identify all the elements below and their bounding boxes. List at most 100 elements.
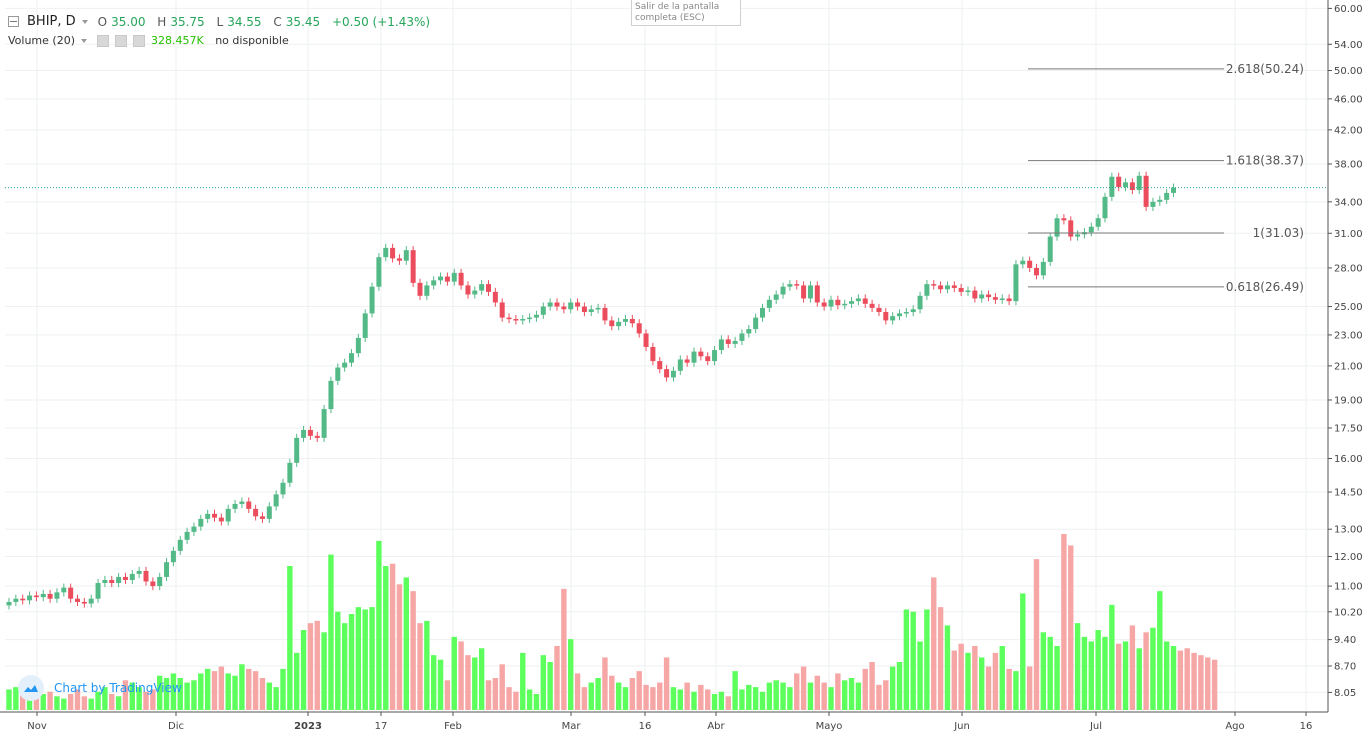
candle-body	[581, 306, 587, 313]
chevron-down-icon[interactable]	[81, 38, 87, 43]
candle-body	[527, 317, 533, 320]
price-tick-label: 9.40	[1334, 635, 1356, 646]
collapse-legend-icon[interactable]	[8, 16, 19, 27]
volume-bar	[670, 687, 677, 710]
candle-body	[465, 285, 471, 295]
volume-bar	[896, 662, 903, 710]
volume-bar	[862, 668, 868, 710]
volume-bar	[485, 680, 492, 710]
volume-bar	[369, 607, 375, 710]
candle-body	[170, 550, 176, 563]
fibonacci-extension[interactable]: 2.618(50.24) 1.618(38.37) 1(31.03) 0.618(26…	[1028, 62, 1304, 294]
volume-bar	[26, 696, 33, 710]
candle-body	[1129, 182, 1135, 191]
candlesticks	[6, 171, 1176, 610]
volume-bar	[424, 620, 430, 710]
fib-level-label: 1(31.03)	[1253, 226, 1304, 240]
candle-body	[725, 339, 731, 344]
change-value: +0.50 (+1.43%)	[331, 14, 431, 29]
volume-bar	[985, 666, 992, 710]
volume-bar	[396, 584, 403, 710]
price-axis[interactable]: 60.00 54.00 50.00 46.00 42.00 38.00 34.00 31.00…	[1327, 0, 1365, 741]
volume-bar	[965, 652, 971, 710]
volume-bar	[807, 682, 814, 710]
volume-bar	[314, 620, 320, 710]
candle-body	[1034, 267, 1039, 276]
candle-body	[938, 285, 944, 290]
volume-bar	[1040, 632, 1047, 710]
candle-body	[424, 285, 430, 296]
volume-study-label[interactable]: Volume (20)	[8, 34, 75, 47]
volume-bar	[472, 657, 478, 710]
close-icon[interactable]	[133, 34, 145, 47]
price-tick-label: 50.00	[1334, 66, 1363, 77]
volume-bar	[643, 684, 649, 710]
candle-body	[13, 598, 19, 602]
candle-body	[472, 290, 478, 295]
open-label: O	[97, 14, 108, 29]
candle-body	[328, 380, 334, 410]
candle-body	[376, 257, 382, 287]
volume-bar	[431, 655, 437, 710]
time-axis[interactable]: Nov Dic 2023 17 Feb Mar 16 Abr Mayo Jun Jul Ago 16	[0, 711, 1328, 732]
candle-body	[897, 313, 902, 317]
candle-body	[835, 299, 841, 306]
candle-body	[910, 309, 916, 313]
tradingview-branding[interactable]: Chart by TradingView	[18, 675, 182, 701]
candle-body	[486, 284, 491, 292]
volume-bar	[383, 566, 389, 710]
chevron-down-icon[interactable]	[81, 19, 88, 24]
candle-body	[232, 503, 238, 509]
volume-bar	[13, 687, 19, 710]
close-value: 35.45	[285, 14, 321, 29]
volume-bar	[239, 664, 245, 710]
volume-bar	[177, 678, 183, 710]
volume-bar	[1163, 641, 1170, 710]
open-value: 35.00	[111, 14, 146, 29]
symbol-label[interactable]: BHIP, D	[27, 14, 76, 29]
price-tick-label: 46.00	[1334, 94, 1363, 105]
candle-body	[862, 298, 868, 304]
price-tick-label: 60.00	[1334, 4, 1363, 15]
volume-bar	[67, 694, 74, 710]
volume-bar	[869, 662, 875, 710]
candle-body	[396, 258, 402, 261]
candle-body	[205, 513, 211, 519]
candle-body	[150, 581, 156, 587]
time-tick-label: Ago	[1225, 721, 1244, 732]
volume-bar	[1006, 668, 1012, 710]
candle-body	[1171, 187, 1176, 193]
candle-body	[705, 356, 711, 362]
candle-body	[20, 598, 26, 601]
volume-bar	[698, 684, 704, 710]
gear-icon[interactable]	[115, 34, 127, 47]
exit-fullscreen-tooltip[interactable]: Salir de la pantalla completa (ESC)	[631, 0, 741, 26]
volume-bar	[1170, 646, 1177, 710]
candle-body	[760, 307, 765, 318]
volume-bar	[122, 680, 129, 710]
volume-bar	[595, 678, 601, 710]
candle-body	[294, 437, 300, 463]
candle-body	[520, 319, 526, 321]
volume-bar	[170, 673, 177, 710]
eye-icon[interactable]	[97, 34, 109, 47]
volume-bar	[568, 639, 574, 710]
candle-body	[917, 295, 923, 310]
candle-body	[287, 462, 293, 483]
volume-bar	[198, 673, 204, 710]
candle-body	[417, 282, 423, 296]
volume-bar	[705, 689, 711, 710]
candle-body	[102, 579, 108, 584]
volume-bar	[602, 657, 608, 710]
volume-bar	[917, 641, 923, 710]
candle-body	[972, 290, 978, 299]
candle-body	[1047, 236, 1053, 262]
volume-bar	[533, 694, 540, 710]
volume-bar	[102, 687, 108, 710]
candle-body	[143, 570, 149, 582]
volume-bar	[1013, 671, 1019, 710]
volume-bar	[335, 611, 341, 710]
volume-bar	[355, 607, 362, 710]
candle-body	[753, 317, 759, 330]
